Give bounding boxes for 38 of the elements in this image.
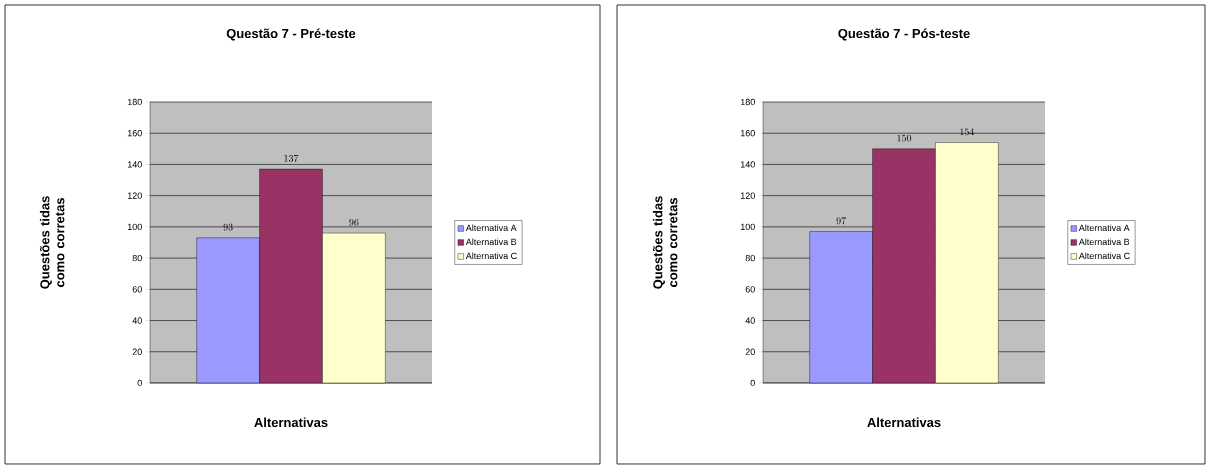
y-tick-label: 140 xyxy=(740,161,755,168)
data-label: 93 xyxy=(223,223,233,231)
y-tick-label: 0 xyxy=(137,379,142,387)
chart-title: Questão 7 - Pré-teste xyxy=(226,28,356,41)
legend-label: Alternativa A xyxy=(1078,224,1130,232)
y-tick-label: 100 xyxy=(127,223,142,231)
y-tick-label: 60 xyxy=(132,286,142,293)
y-tick-label: 60 xyxy=(745,286,755,293)
data-label: 150 xyxy=(897,134,912,142)
y-tick-label: 100 xyxy=(740,223,755,231)
x-axis-title: Alternativas xyxy=(867,417,941,428)
legend-label: Alternativa C xyxy=(465,252,517,260)
y-axis-title: Questões tidas como corretas xyxy=(39,196,65,289)
legend-label: Alternativa B xyxy=(1078,238,1130,246)
x-axis-title: Alternativas xyxy=(254,417,328,428)
legend-label: Alternativa B xyxy=(465,238,517,246)
y-tick-label: 0 xyxy=(750,379,755,387)
data-label: 137 xyxy=(284,154,299,162)
y-tick-label: 80 xyxy=(745,254,755,262)
data-label: 154 xyxy=(960,128,975,136)
data-label: 97 xyxy=(836,217,846,225)
y-tick-label: 140 xyxy=(127,161,142,168)
y-tick-label: 40 xyxy=(132,317,142,324)
y-axis-title: Questões tidas como corretas xyxy=(652,196,678,289)
y-tick-label: 160 xyxy=(127,130,142,137)
y-tick-label: 80 xyxy=(132,254,142,262)
legend-label: Alternativa A xyxy=(465,224,517,232)
y-tick-label: 40 xyxy=(745,317,755,324)
data-label: 96 xyxy=(349,218,359,226)
y-tick-label: 120 xyxy=(127,192,142,199)
y-tick-label: 20 xyxy=(132,348,142,355)
y-tick-label: 20 xyxy=(745,348,755,355)
y-tick-label: 120 xyxy=(740,192,755,199)
legend-label: Alternativa C xyxy=(1078,252,1130,260)
y-tick-label: 180 xyxy=(127,98,142,106)
y-tick-label: 180 xyxy=(740,98,755,106)
chart-title: Questão 7 - Pós-teste xyxy=(838,28,970,41)
y-tick-label: 160 xyxy=(740,130,755,137)
